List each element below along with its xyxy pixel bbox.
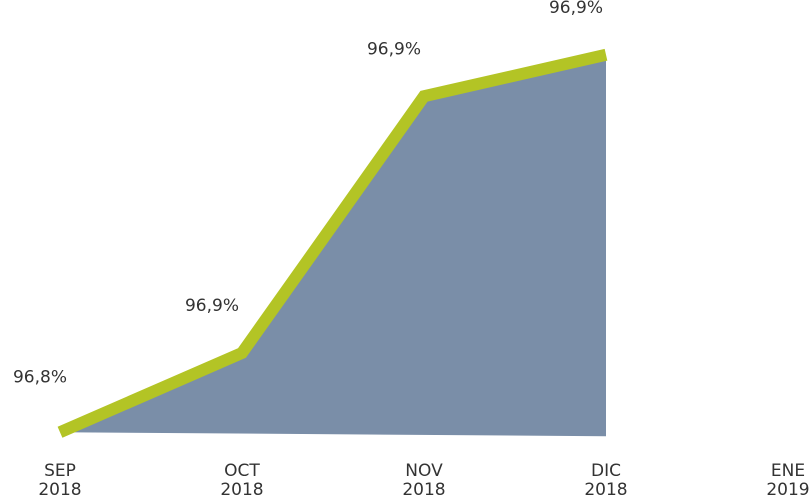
area-fill [60, 54, 606, 437]
line [57, 48, 608, 438]
data-label: 96,9% [367, 39, 421, 59]
x-tick-label: SEP 2018 [38, 461, 81, 500]
x-tick-label: NOV 2018 [402, 461, 445, 500]
data-label: 96,9% [549, 0, 603, 18]
x-tick-label: OCT 2018 [220, 461, 263, 500]
x-tick-label: DIC 2018 [584, 461, 627, 500]
x-tick-label: ENE 2019 [766, 461, 809, 500]
data-label: 96,9% [185, 296, 239, 316]
data-label: 96,8% [13, 367, 67, 387]
